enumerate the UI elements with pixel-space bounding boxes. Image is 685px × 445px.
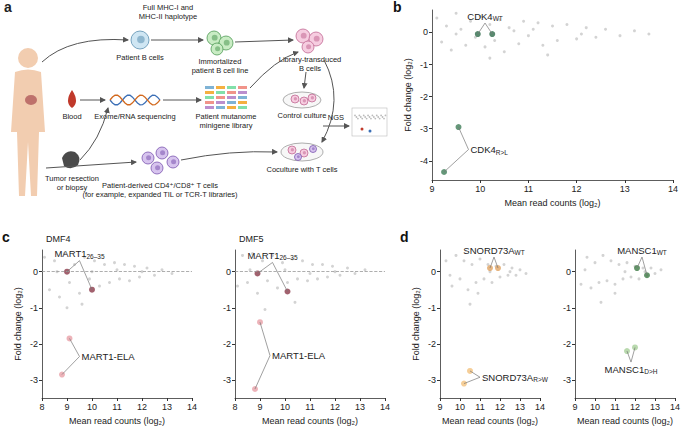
svg-text:-3: -3 (420, 124, 428, 134)
svg-text:DMF4: DMF4 (46, 234, 71, 244)
svg-text:11: 11 (112, 402, 121, 412)
svg-text:Coculture with T cells: Coculture with T cells (266, 165, 337, 174)
svg-text:9: 9 (437, 402, 442, 412)
svg-text:11: 11 (305, 402, 314, 412)
svg-text:MANSC1: MANSC1 (617, 245, 657, 256)
svg-text:Patient-derived CD4⁺/CD8⁺ T ce: Patient-derived CD4⁺/CD8⁺ T cells(for ex… (82, 181, 238, 199)
svg-text:Fold change (log₂): Fold change (log₂) (403, 58, 413, 132)
svg-text:14: 14 (670, 402, 680, 412)
svg-text:a: a (4, 0, 12, 15)
svg-text:0: 0 (566, 267, 571, 277)
svg-text:CDK4: CDK4 (471, 144, 496, 155)
svg-text:SNORD73A: SNORD73A (482, 372, 534, 383)
svg-text:Fold change (log₂): Fold change (log₂) (411, 287, 421, 361)
svg-text:Blood: Blood (62, 112, 81, 121)
svg-text:14: 14 (668, 184, 678, 194)
svg-text:WT: WT (515, 249, 525, 256)
svg-text:-2: -2 (223, 339, 231, 349)
svg-text:Fold change (log₂): Fold change (log₂) (13, 287, 23, 361)
svg-text:MANSC1: MANSC1 (605, 364, 645, 375)
svg-text:MART1: MART1 (247, 250, 279, 261)
svg-text:c: c (2, 229, 10, 245)
svg-text:-1: -1 (428, 303, 436, 313)
svg-text:Tumor resectionor biopsy: Tumor resectionor biopsy (45, 174, 99, 192)
svg-text:CDK4: CDK4 (467, 11, 492, 22)
svg-text:10: 10 (455, 402, 465, 412)
svg-text:Mean read counts (log₂): Mean read counts (log₂) (577, 416, 673, 426)
svg-text:13: 13 (515, 402, 525, 412)
svg-text:NGS: NGS (328, 113, 344, 122)
svg-text:-1: -1 (420, 60, 428, 70)
svg-text:Exome/RNA sequencing: Exome/RNA sequencing (94, 112, 175, 121)
svg-text:Immortalizedpatient B cell lin: Immortalizedpatient B cell line (192, 57, 249, 75)
svg-text:9: 9 (429, 184, 434, 194)
svg-text:MART1-ELA: MART1-ELA (272, 350, 326, 361)
svg-text:11: 11 (610, 402, 619, 412)
svg-text:10: 10 (475, 184, 485, 194)
svg-text:13: 13 (355, 402, 365, 412)
svg-text:-4: -4 (420, 156, 428, 166)
svg-text:26–35: 26–35 (86, 253, 104, 260)
svg-text:Library-transducedB cells: Library-transducedB cells (279, 55, 342, 73)
svg-text:0: 0 (423, 27, 428, 37)
svg-text:0: 0 (431, 267, 436, 277)
svg-text:9: 9 (257, 402, 262, 412)
svg-text:-1: -1 (30, 303, 38, 313)
svg-text:10: 10 (280, 402, 290, 412)
svg-text:SNORD73A: SNORD73A (463, 245, 515, 256)
svg-text:MART1-ELA: MART1-ELA (82, 351, 136, 362)
svg-text:12: 12 (572, 184, 582, 194)
svg-text:-1: -1 (563, 303, 571, 313)
svg-text:MART1: MART1 (54, 248, 86, 259)
svg-text:-2: -2 (30, 339, 38, 349)
svg-text:-2: -2 (420, 92, 428, 102)
svg-text:-3: -3 (223, 375, 231, 385)
svg-text:8: 8 (39, 402, 44, 412)
svg-text:Patient B cells: Patient B cells (116, 53, 164, 62)
svg-text:10: 10 (590, 402, 600, 412)
svg-text:d: d (400, 229, 409, 245)
svg-text:12: 12 (630, 402, 640, 412)
svg-text:Mean read counts (log₂): Mean read counts (log₂) (69, 416, 165, 426)
svg-text:WT: WT (657, 249, 667, 256)
svg-text:R>W: R>W (533, 376, 548, 383)
svg-text:14: 14 (187, 402, 197, 412)
svg-text:11: 11 (475, 402, 484, 412)
svg-text:14: 14 (535, 402, 545, 412)
svg-text:12: 12 (137, 402, 147, 412)
svg-text:-2: -2 (563, 339, 571, 349)
svg-text:Full MHC-I andMHC-II haplotype: Full MHC-I andMHC-II haplotype (139, 3, 197, 21)
svg-text:0: 0 (226, 267, 231, 277)
svg-text:0: 0 (33, 267, 38, 277)
svg-text:b: b (393, 0, 402, 15)
svg-text:13: 13 (620, 184, 630, 194)
svg-text:Control culture: Control culture (278, 111, 327, 120)
svg-text:10: 10 (87, 402, 97, 412)
svg-text:13: 13 (650, 402, 660, 412)
svg-text:DMF5: DMF5 (239, 234, 264, 244)
svg-text:26–35: 26–35 (279, 254, 297, 261)
svg-text:12: 12 (495, 402, 505, 412)
svg-text:-3: -3 (428, 375, 436, 385)
svg-text:D>H: D>H (644, 368, 657, 375)
svg-text:12: 12 (330, 402, 340, 412)
svg-text:8: 8 (232, 402, 237, 412)
svg-text:WT: WT (493, 15, 503, 22)
svg-text:9: 9 (572, 402, 577, 412)
svg-text:Mean read counts (log₂): Mean read counts (log₂) (442, 416, 538, 426)
svg-text:-2: -2 (428, 339, 436, 349)
svg-text:11: 11 (524, 184, 533, 194)
svg-text:Patient mutanomeminigene libra: Patient mutanomeminigene library (196, 112, 257, 130)
svg-text:14: 14 (380, 402, 390, 412)
svg-text:R>L: R>L (496, 149, 508, 156)
svg-text:Mean read counts (log₂): Mean read counts (log₂) (262, 416, 358, 426)
svg-text:13: 13 (162, 402, 172, 412)
svg-text:-3: -3 (563, 375, 571, 385)
svg-text:Mean read counts (log₂): Mean read counts (log₂) (504, 198, 600, 208)
svg-text:-3: -3 (30, 375, 38, 385)
svg-text:-1: -1 (223, 303, 231, 313)
svg-text:9: 9 (64, 402, 69, 412)
